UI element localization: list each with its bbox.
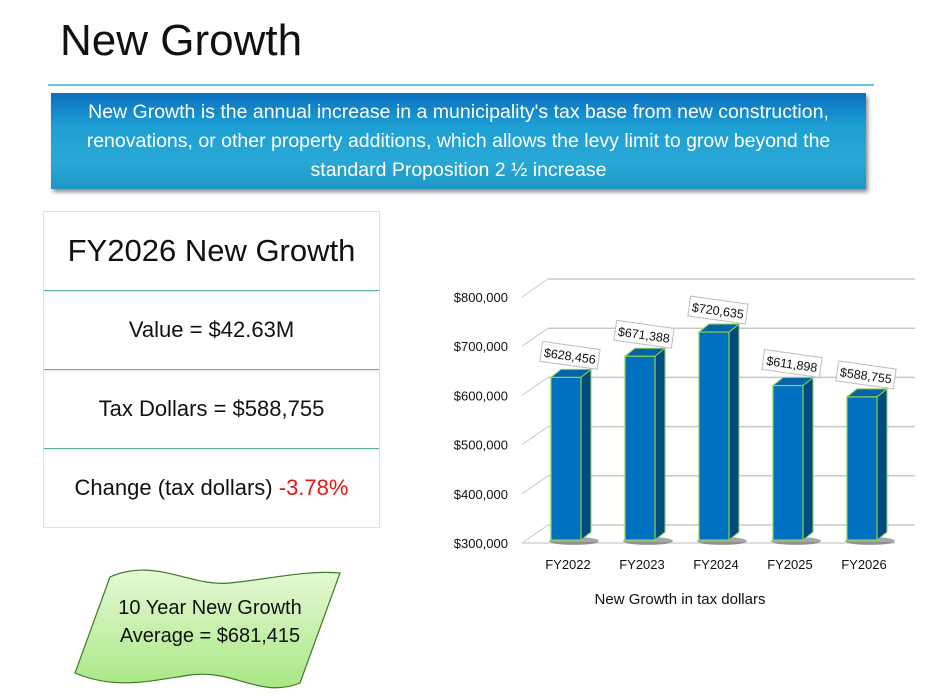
bar (698, 331, 730, 541)
bar-side (802, 376, 814, 542)
y-tick-label: $300,000 (454, 536, 508, 551)
data-label-box (761, 349, 823, 379)
data-label: $588,755 (835, 360, 897, 390)
data-label-box (613, 319, 675, 349)
bar (772, 384, 804, 541)
bar (846, 396, 878, 541)
bar-chart: $300,000 $400,000 $500,000 $600,000 $700,000… (454, 278, 915, 608)
gridline-diagonal (521, 327, 549, 347)
data-label: $628,456 (539, 340, 601, 370)
bar (624, 355, 656, 541)
data-label-box (835, 360, 897, 390)
bar-side (654, 347, 666, 542)
data-label: $671,388 (613, 319, 675, 349)
definition-text: New Growth is the annual increase in a m… (86, 100, 831, 181)
data-label: $611,898 (761, 349, 823, 379)
definition-banner: New Growth is the annual increase in a m… (51, 93, 866, 189)
callout-line-2: Average = $681,415 (119, 625, 301, 647)
average-callout-shape (74, 569, 341, 689)
x-tick-label: FY2023 (619, 557, 665, 572)
change-value: -3.78% (278, 475, 349, 500)
page-title: New Growth (60, 16, 303, 65)
gridline-diagonal (521, 475, 549, 495)
bar (550, 376, 582, 541)
y-tick-label: $400,000 (454, 487, 508, 502)
data-label-box (539, 340, 601, 370)
y-tick-label: $700,000 (454, 339, 508, 354)
y-tick-label: $800,000 (454, 290, 508, 305)
data-label-box (687, 295, 749, 325)
callout-line-1: 10 Year New Growth (118, 597, 302, 619)
bar-side (580, 368, 592, 542)
stats-tax-dollars: Tax Dollars = $588,755 (44, 370, 379, 449)
x-axis-label: New Growth in tax dollars (595, 591, 766, 608)
change-label: Change (tax dollars) (74, 475, 273, 500)
stats-heading: FY2026 New Growth (44, 212, 379, 291)
bars (549, 323, 895, 545)
bar-side (728, 323, 740, 542)
data-labels: $628,456 $671,388 $720,635 $611,898 $588,755 (539, 295, 897, 390)
x-tick-label: FY2022 (545, 557, 591, 572)
stats-value: Value = $42.63M (44, 291, 379, 370)
gridline-diagonal (521, 524, 549, 544)
title-divider (48, 84, 874, 86)
x-tick-label: FY2026 (841, 557, 887, 572)
data-label: $720,635 (687, 295, 749, 325)
bar-side (876, 387, 888, 542)
y-axis-ticks: $300,000 $400,000 $500,000 $600,000 $700,000… (454, 290, 508, 551)
x-tick-label: FY2024 (693, 557, 739, 572)
x-axis-ticks: FY2022 FY2023 FY2024 FY2025 FY2026 (545, 557, 887, 572)
average-callout: 10 Year New Growth Average = $681,415 (100, 594, 320, 650)
gridline-diagonal (521, 376, 549, 396)
stats-table: FY2026 New Growth Value = $42.63M Tax Do… (43, 211, 380, 528)
x-tick-label: FY2025 (767, 557, 813, 572)
gridline-diagonal (521, 278, 549, 298)
gridline-diagonal (521, 426, 549, 446)
stats-change: Change (tax dollars) -3.78% (44, 449, 379, 527)
y-tick-label: $600,000 (454, 388, 508, 403)
y-tick-label: $500,000 (454, 438, 508, 453)
